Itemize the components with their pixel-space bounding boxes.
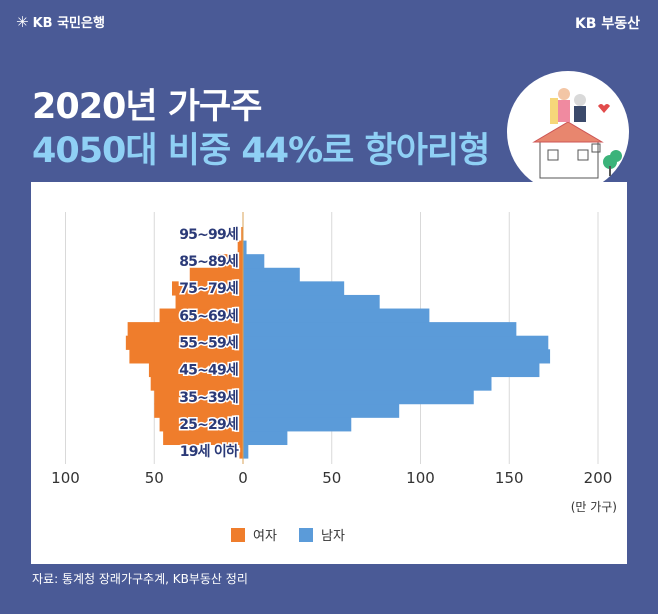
- bar-male: [243, 267, 300, 282]
- category-label: 55~59세: [179, 336, 238, 352]
- category-label: 95~99세: [179, 227, 238, 243]
- bar-female: [175, 294, 243, 310]
- unit-label: (만 가구): [571, 500, 617, 514]
- brand-left-text: KB 국민은행: [32, 16, 105, 31]
- bar-male: [243, 335, 549, 350]
- bar-male: [243, 430, 288, 446]
- bar-female: [239, 444, 243, 459]
- bar-female: [218, 254, 243, 269]
- bar-male: [243, 417, 352, 432]
- bar-female: [148, 362, 243, 378]
- category-label: 65~69세: [179, 308, 238, 324]
- x-tick-label: 50: [145, 469, 164, 487]
- category-label: 35~39세: [179, 390, 238, 406]
- legend-swatch: [299, 528, 313, 542]
- bar-male: [243, 403, 400, 418]
- category-label: 19세 이하: [180, 443, 239, 460]
- x-tick-label: 50: [322, 469, 341, 487]
- family-house-illustration: [506, 70, 630, 194]
- bar-male: [243, 362, 540, 378]
- source-note: 자료: 통계청 장래가구추계, KB부동산 정리: [32, 572, 248, 586]
- category-label: 85~89세: [179, 254, 238, 270]
- bar-male: [243, 444, 249, 459]
- bar-male: [243, 322, 517, 337]
- x-tick-label: 100: [406, 469, 435, 487]
- bar-female: [129, 349, 243, 364]
- legend-swatch: [231, 528, 245, 542]
- bar-male: [243, 254, 265, 269]
- bar-male: [243, 349, 551, 364]
- bar-female: [189, 267, 243, 282]
- bar-male: [243, 390, 474, 405]
- x-tick-label: 200: [584, 469, 613, 487]
- category-label: 75~79세: [179, 281, 238, 297]
- bar-female: [159, 308, 243, 323]
- bar-male: [243, 308, 430, 323]
- chart-panel: 19세 이하 25~29세 35~39세 45~49세 55~59세 65~69세 75~7…: [31, 182, 627, 564]
- category-label: 45~49세: [179, 363, 238, 379]
- bar-male: [243, 281, 345, 296]
- title-line-1: 2020년 가구주: [32, 87, 262, 127]
- category-label: 25~29세: [179, 417, 238, 433]
- population-pyramid-chart: 19세 이하 25~29세 35~39세 45~49세 55~59세 65~69세 75~7…: [51, 212, 617, 544]
- bar-male: [243, 376, 492, 391]
- legend-label: 여자: [253, 529, 277, 544]
- bar-male: [243, 240, 247, 255]
- bar-female: [127, 322, 243, 337]
- legend-label: 남자: [321, 529, 345, 544]
- bar-female: [154, 403, 243, 418]
- bar-female: [241, 227, 243, 242]
- bar-female: [163, 430, 243, 446]
- kb-bank-logo: ✳ KB 국민은행: [16, 12, 105, 32]
- bar-female: [172, 281, 243, 296]
- title-line-2: 4050대 비중 44%로 항아리형: [32, 131, 490, 171]
- bar-female: [237, 240, 243, 255]
- bar-male: [243, 294, 380, 310]
- bar-female: [154, 390, 243, 405]
- kb-realestate-logo: KB 부동산: [574, 16, 640, 32]
- bar-female: [150, 376, 243, 391]
- x-tick-label: 100: [51, 469, 80, 487]
- x-tick-label: 0: [238, 469, 248, 487]
- x-tick-label: 150: [495, 469, 524, 487]
- kb-star-icon: ✳: [16, 12, 29, 31]
- bar-female: [159, 417, 243, 432]
- bar-female: [125, 335, 243, 350]
